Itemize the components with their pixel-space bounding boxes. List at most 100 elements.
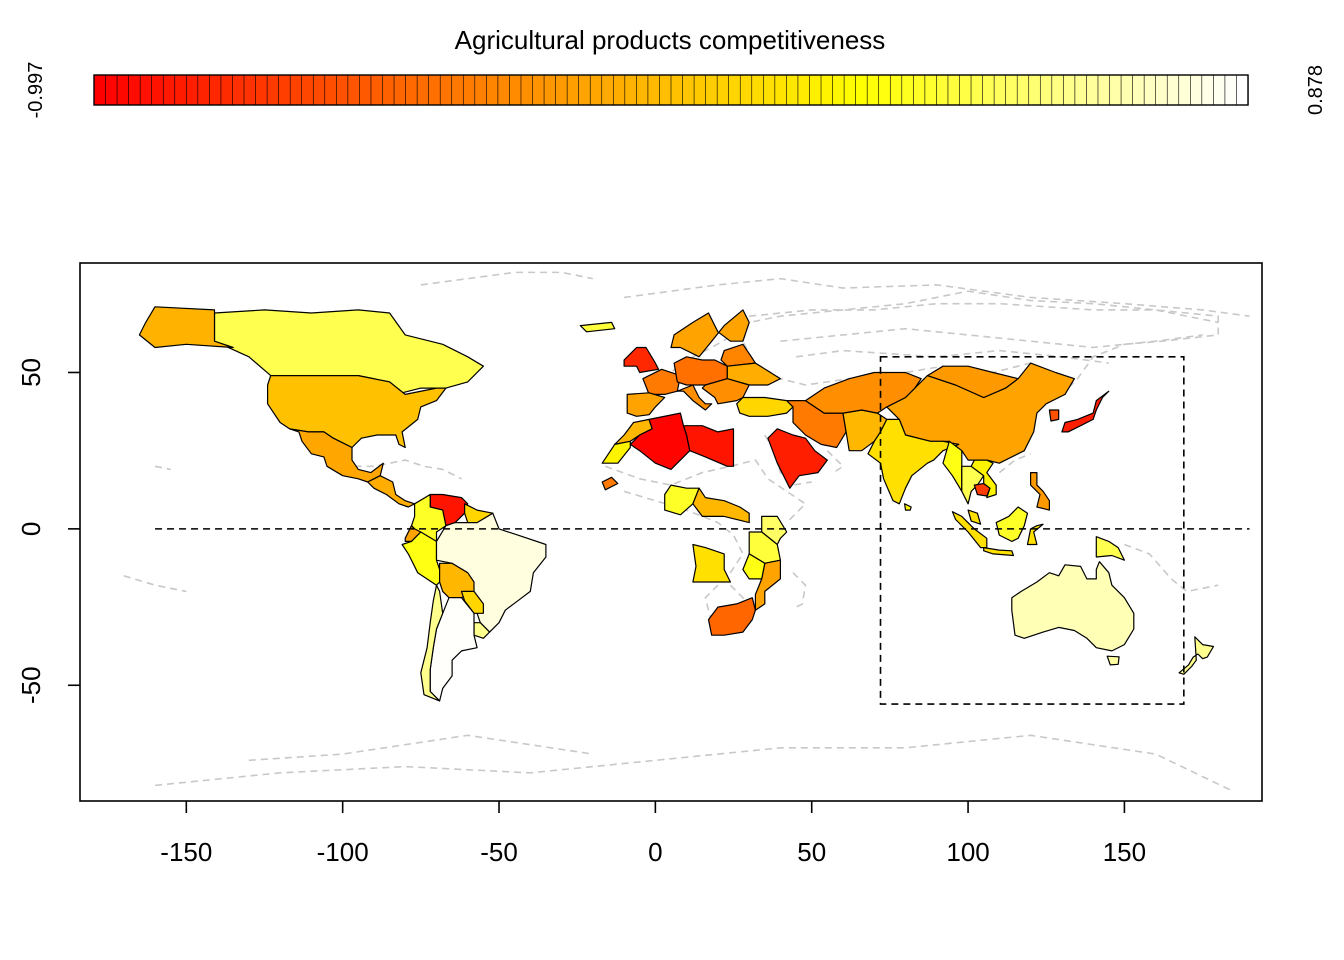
legend-cell: [416, 74, 430, 106]
no-data-outline: [826, 450, 845, 474]
legend-cell: [1224, 74, 1238, 106]
legend-cell: [647, 74, 661, 106]
country-libya: [682, 425, 735, 467]
country-malawi-and-zambia: [742, 553, 766, 580]
country-algeria: [629, 412, 691, 470]
country-india: [867, 418, 960, 505]
country-italy: [676, 384, 713, 411]
legend-cell: [278, 74, 291, 106]
map-title: Agricultural products competitiveness: [455, 25, 886, 55]
x-tick-label: -50: [480, 837, 518, 867]
legend-cell: [1051, 74, 1064, 106]
x-tick-label: 100: [946, 837, 989, 867]
country-turkey: [736, 396, 794, 417]
legend-cell: [520, 74, 534, 106]
legend-cell: [993, 74, 1007, 106]
country-united-states: [267, 375, 447, 449]
legend-cell: [832, 74, 845, 106]
x-tick-label: 50: [797, 837, 826, 867]
no-data-outline: [792, 572, 807, 608]
legend-cell: [947, 74, 961, 106]
legend-cell: [336, 74, 349, 106]
legend-cell: [1086, 74, 1099, 106]
legend-max-label: 0.878: [1305, 65, 1327, 115]
no-data-outline: [248, 734, 593, 762]
legend-cell: [359, 74, 372, 106]
legend-cell: [636, 74, 649, 106]
map-plot-area: -150 -100 -50 0 50 100 150 -50 0 50: [16, 262, 1263, 867]
legend-cell: [1178, 74, 1191, 106]
y-tick-label: 50: [16, 358, 46, 387]
x-tick-label: 150: [1103, 837, 1146, 867]
legend-cell: [509, 74, 522, 106]
legend-cell: [428, 74, 441, 106]
legend-cell: [1166, 74, 1180, 106]
legend-cell: [936, 74, 949, 106]
legend-cell: [728, 74, 741, 106]
no-data-outline: [342, 459, 462, 480]
legend-cell: [1005, 74, 1018, 106]
legend-cell: [809, 74, 822, 106]
legend-cell: [255, 74, 268, 106]
legend-cell: [612, 74, 626, 106]
legend-cell: [370, 74, 384, 106]
no-data-outline: [123, 575, 187, 593]
legend-cell: [924, 74, 938, 106]
legend-cell: [162, 74, 176, 106]
country-sri-lanka: [903, 503, 912, 511]
y-tick-label: 0: [16, 522, 46, 536]
legend-cell: [878, 74, 891, 106]
no-data-outline: [154, 465, 171, 471]
legend-cell: [751, 74, 764, 106]
country-balkans: [701, 378, 750, 405]
legend-cell: [1143, 74, 1157, 106]
legend-cell: [866, 74, 880, 106]
legend-cell: [913, 74, 926, 106]
legend-cell: [670, 74, 684, 106]
legend-cell: [566, 74, 580, 106]
y-tick-label: -50: [16, 666, 46, 704]
x-tick-label: -100: [317, 837, 369, 867]
no-data-outline: [780, 327, 1203, 349]
legend-cell: [843, 74, 857, 106]
country-central-asia: [804, 371, 922, 414]
legend-color-scale: [93, 74, 1249, 106]
legend-cell: [289, 74, 303, 106]
legend-cell: [705, 74, 718, 106]
country-chile: [420, 584, 444, 702]
legend-cell: [601, 74, 614, 106]
country-scandinavia: [670, 309, 750, 358]
no-data-outline: [605, 459, 807, 524]
legend-cell: [93, 74, 107, 106]
legend-cell: [139, 74, 153, 106]
legend-cell: [301, 74, 314, 106]
country-iberia: [626, 392, 666, 417]
y-axis: -50 0 50: [16, 358, 80, 704]
legend-cell: [982, 74, 995, 106]
legend-cell: [959, 74, 972, 106]
legend-cell: [1190, 74, 1203, 106]
legend-cell: [1074, 74, 1088, 106]
country-japan: [1061, 390, 1110, 433]
country-malaysia: [967, 509, 982, 525]
legend-cell: [578, 74, 591, 106]
country-polygons: [138, 306, 1215, 702]
no-data-outline: [749, 302, 1219, 324]
no-data-outline: [742, 290, 1220, 396]
legend-cell: [901, 74, 914, 106]
legend-cell: [1097, 74, 1111, 106]
country-vietnam-and-laos: [970, 459, 997, 499]
country-java: [983, 546, 1015, 557]
legend-cell: [589, 74, 603, 106]
country-angola: [692, 543, 732, 583]
no-data-outline: [623, 277, 1250, 317]
country-papua-new-guinea: [1095, 536, 1126, 561]
legend-cell: [682, 74, 695, 106]
legend-cell: [1028, 74, 1041, 106]
color-legend: -0.997 0.878: [25, 62, 1327, 119]
legend-cell: [659, 74, 672, 106]
country-nigeria: [664, 484, 700, 516]
country-sulawesi: [1026, 523, 1044, 546]
country-saudi-arabia: [767, 428, 828, 489]
legend-cell: [763, 74, 776, 106]
